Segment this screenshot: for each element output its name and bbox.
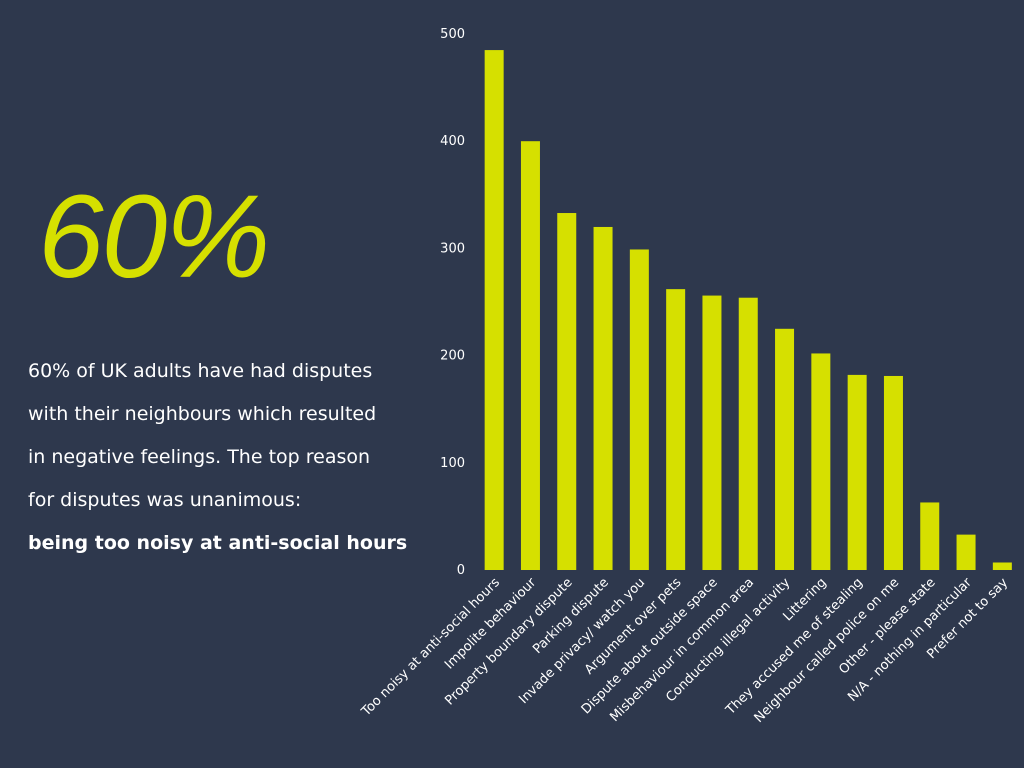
y-tick-label: 0 [457,563,465,578]
y-tick-label: 100 [440,456,465,471]
bar [775,328,795,570]
bar [593,226,613,570]
y-tick-label: 400 [440,134,465,149]
description-line: in negative feelings. The top reason [28,446,371,468]
y-tick-label: 300 [440,241,465,256]
headline-description: 60% of UK adults have had disputes with … [28,350,428,565]
y-axis: 0 100 200 300 400 500 [440,27,465,578]
bar [811,353,831,570]
bar [920,502,940,570]
description-emphasis: being too noisy at anti-social hours [28,532,408,554]
bar [666,289,686,570]
bar [992,562,1012,570]
bar [883,375,903,570]
description-line: for disputes was unanimous: [28,489,302,511]
bar [520,141,540,570]
bars [484,50,1012,571]
bar [738,297,758,570]
bar [702,295,722,570]
bar [557,213,577,571]
description-line: 60% of UK adults have had disputes [28,360,373,382]
description-line: with their neighbours which resulted [28,403,377,425]
headline-stat: 60% [38,171,270,303]
bar [629,249,649,571]
bar [847,374,867,570]
x-tick-label: Too noisy at anti-social hours [358,575,503,720]
bar [484,50,504,570]
bar [956,534,976,570]
y-tick-label: 200 [440,349,465,364]
y-tick-label: 500 [440,27,465,42]
